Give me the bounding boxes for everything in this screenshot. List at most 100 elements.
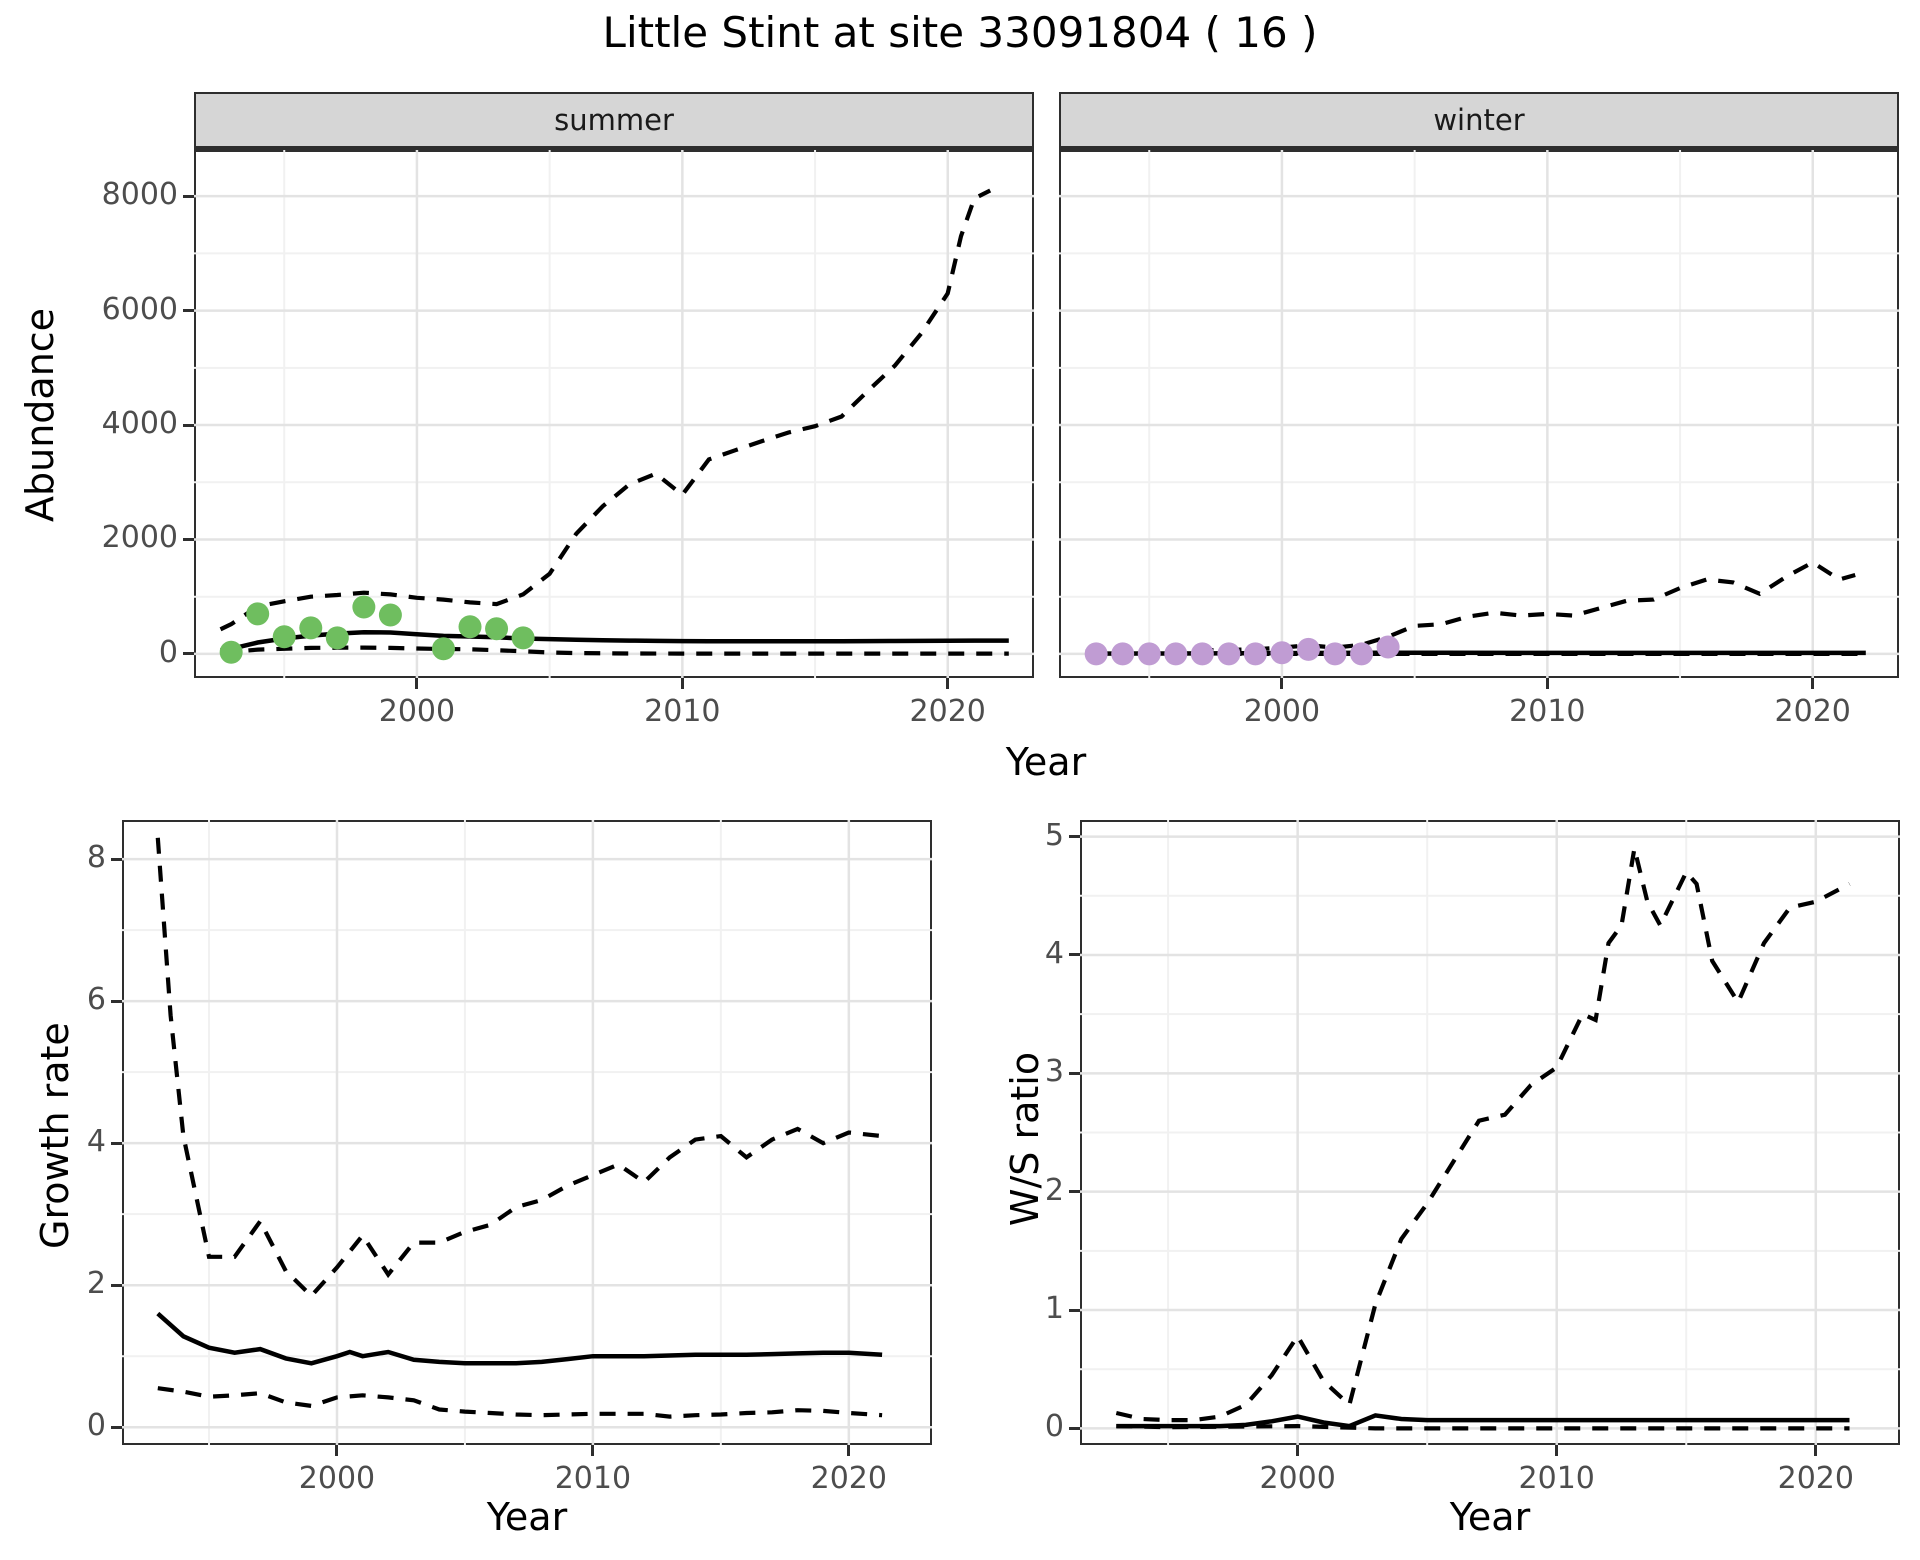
facet-strip-summer-label: summer: [554, 103, 674, 137]
year-axis-label-top: Year: [1005, 740, 1087, 784]
x-tick-mark: [1555, 1445, 1559, 1456]
y-tick-label: 6: [86, 982, 106, 1018]
ws-ratio-plot: [1080, 820, 1900, 1445]
y-tick-mark: [1069, 1426, 1080, 1430]
y-tick-mark: [183, 537, 194, 541]
abundance-winter-observation-point: [1190, 642, 1214, 666]
x-tick-mark: [335, 1445, 339, 1456]
facet-strip-winter: winter: [1059, 92, 1899, 150]
y-tick-label: 0: [1044, 1409, 1064, 1445]
abundance-summer-observation-point: [219, 640, 243, 664]
growth-panel-border: [122, 820, 932, 1445]
page-title: Little Stint at site 33091804 ( 16 ): [602, 8, 1318, 57]
abundance-winter-observation-point: [1243, 642, 1267, 666]
y-tick-label: 4: [1044, 935, 1064, 971]
y-tick-label: 6000: [101, 291, 178, 327]
x-tick-label: 2020: [1774, 694, 1851, 729]
abundance-summer-observation-point: [511, 626, 535, 650]
x-tick-label: 2010: [644, 694, 721, 729]
x-tick-mark: [1814, 1445, 1818, 1456]
y-tick-label: 3: [1044, 1054, 1064, 1090]
facet-strip-summer: summer: [194, 92, 1034, 150]
x-tick-mark: [680, 678, 684, 689]
abundance-winter-upper_ci-line: [1085, 559, 1856, 654]
winter-panel-border: [1059, 150, 1899, 678]
y-tick-mark: [111, 999, 122, 1003]
abundance-winter-observation-point: [1323, 642, 1347, 666]
x-tick-label: 2020: [1777, 1461, 1854, 1496]
summer-abundance-plot: [194, 150, 1034, 678]
y-tick-label: 0: [158, 634, 178, 670]
abundance-summer-observation-point: [431, 637, 455, 661]
abundance-summer-upper_ci-line: [219, 188, 992, 632]
abundance-summer-observation-point: [325, 626, 349, 650]
y-tick-mark: [1069, 1071, 1080, 1075]
y-tick-label: 8: [86, 840, 106, 876]
x-tick-label: 2000: [378, 694, 456, 729]
abundance-summer-observation-point: [485, 617, 509, 641]
year-axis-label-bottom-right: Year: [1449, 1495, 1531, 1539]
x-tick-mark: [1296, 1445, 1300, 1456]
x-tick-label: 2000: [298, 1461, 376, 1496]
x-tick-mark: [415, 678, 419, 689]
x-tick-label: 2010: [1518, 1461, 1595, 1496]
abundance-winter-observation-point: [1137, 642, 1161, 666]
y-tick-label: 4: [86, 1124, 106, 1160]
y-tick-label: 8000: [101, 177, 178, 213]
y-tick-mark: [1069, 835, 1080, 839]
x-tick-mark: [1545, 678, 1549, 689]
ws-ratio-fit-line: [1116, 1413, 1850, 1429]
x-tick-mark: [1811, 678, 1815, 689]
abundance-summer-observation-point: [246, 602, 270, 626]
y-tick-label: 5: [1044, 817, 1064, 853]
abundance-winter-observation-point: [1084, 642, 1108, 666]
y-tick-label: 0: [86, 1408, 106, 1444]
y-tick-mark: [111, 1141, 122, 1145]
winter-abundance-plot: [1059, 150, 1899, 678]
x-tick-mark: [847, 1445, 851, 1456]
y-tick-mark: [183, 423, 194, 427]
abundance-summer-observation-point: [299, 616, 323, 640]
x-tick-label: 2000: [1243, 694, 1321, 729]
facet-strip-winter-label: winter: [1433, 103, 1525, 137]
x-tick-label: 2000: [1259, 1461, 1336, 1496]
summer-panel-border: [194, 150, 1034, 678]
x-tick-mark: [1280, 678, 1284, 689]
growth-rate-fit-line: [156, 1311, 883, 1366]
abundance-summer-observation-point: [458, 615, 482, 639]
abundance-summer-observation-point: [352, 595, 376, 619]
abundance-winter-observation-point: [1217, 642, 1241, 666]
y-tick-mark: [111, 1283, 122, 1287]
x-tick-label: 2020: [909, 694, 986, 729]
abundance-winter-observation-point: [1350, 642, 1374, 666]
y-tick-mark: [111, 1425, 122, 1429]
abundance-winter-observation-point: [1270, 641, 1294, 665]
y-tick-mark: [183, 309, 194, 313]
y-tick-mark: [1069, 1190, 1080, 1194]
ws-ratio-lower_ci-line: [1116, 1423, 1850, 1431]
y-tick-label: 2: [1044, 1172, 1064, 1208]
abundance-winter-observation-point: [1111, 642, 1135, 666]
x-tick-label: 2010: [554, 1461, 632, 1496]
y-tick-mark: [111, 857, 122, 861]
y-tick-mark: [1069, 953, 1080, 957]
x-tick-mark: [591, 1445, 595, 1456]
year-axis-label-bottom-left: Year: [486, 1495, 568, 1539]
y-tick-label: 1: [1044, 1291, 1064, 1327]
abundance-winter-observation-point: [1296, 637, 1320, 661]
x-tick-label: 2010: [1509, 694, 1586, 729]
abundance-winter-observation-point: [1376, 635, 1400, 659]
abundance-summer-observation-point: [378, 603, 402, 627]
y-tick-label: 2000: [101, 520, 178, 556]
y-tick-mark: [183, 652, 194, 656]
growth-rate-lower_ci-line: [157, 1386, 883, 1419]
ws-ratio-upper_ci-line: [1115, 847, 1851, 1423]
y-tick-label: 4000: [101, 406, 178, 442]
abundance-winter-observation-point: [1164, 642, 1188, 666]
abundance-summer-observation-point: [272, 625, 296, 649]
y-tick-mark: [1069, 1308, 1080, 1312]
y-tick-mark: [183, 194, 194, 198]
x-tick-mark: [946, 678, 950, 689]
growth-rate-plot: [122, 820, 932, 1445]
y-tick-label: 2: [86, 1266, 106, 1302]
